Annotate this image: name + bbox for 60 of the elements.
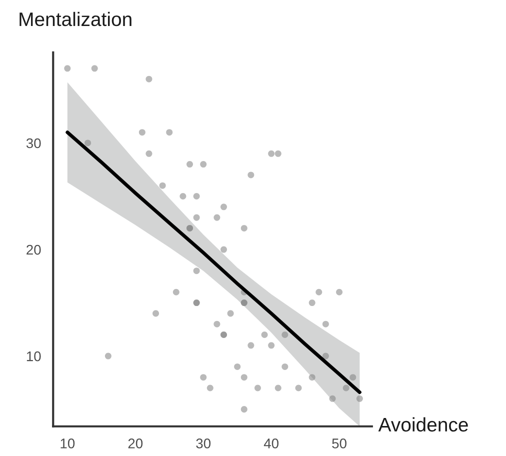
point	[166, 129, 173, 136]
point	[152, 310, 160, 317]
y-axis-title: Mentalization	[20, 12, 132, 26]
point	[214, 214, 220, 221]
point	[322, 320, 329, 328]
point	[336, 288, 343, 296]
point	[104, 352, 112, 360]
point	[254, 384, 261, 392]
point	[350, 374, 356, 381]
point	[220, 204, 227, 210]
point	[146, 150, 152, 157]
point	[84, 140, 92, 146]
point	[240, 374, 248, 381]
point	[193, 268, 200, 274]
x-tick-label: 40	[264, 438, 278, 448]
point	[186, 161, 194, 168]
point	[282, 331, 288, 338]
point	[268, 150, 275, 157]
point	[295, 384, 302, 392]
y-tick-label: 30	[26, 138, 41, 148]
point	[91, 65, 98, 72]
y-tick-label: 10	[26, 351, 41, 362]
point	[200, 374, 207, 381]
point	[159, 182, 166, 189]
point	[240, 224, 248, 232]
point	[282, 363, 288, 370]
point	[64, 65, 71, 72]
point	[206, 384, 214, 392]
point	[316, 288, 322, 296]
point	[138, 129, 146, 136]
point	[342, 384, 350, 392]
point	[146, 76, 152, 82]
point	[261, 331, 268, 338]
point	[240, 406, 248, 413]
point	[268, 342, 275, 349]
line-series	[66, 130, 362, 394]
point	[356, 395, 363, 402]
x-tick-label: 30	[196, 438, 211, 448]
y-tick-label: 20	[26, 244, 41, 255]
x-tick-label: 50	[332, 438, 346, 448]
x-tick-label: 10	[60, 438, 75, 448]
point	[308, 374, 316, 381]
point	[308, 300, 316, 306]
x-tick-label: 20	[128, 438, 143, 448]
point	[200, 161, 207, 168]
point	[220, 246, 227, 253]
point	[248, 342, 254, 349]
point	[329, 395, 336, 402]
point	[227, 310, 234, 317]
point	[274, 150, 282, 157]
point	[248, 172, 254, 178]
point	[193, 193, 200, 200]
point	[180, 193, 186, 200]
point	[214, 320, 220, 328]
point	[234, 363, 241, 370]
point	[193, 214, 200, 221]
point	[172, 288, 180, 296]
point	[274, 384, 282, 392]
x-axis-title: Avoidence	[378, 417, 468, 432]
point	[322, 352, 329, 360]
